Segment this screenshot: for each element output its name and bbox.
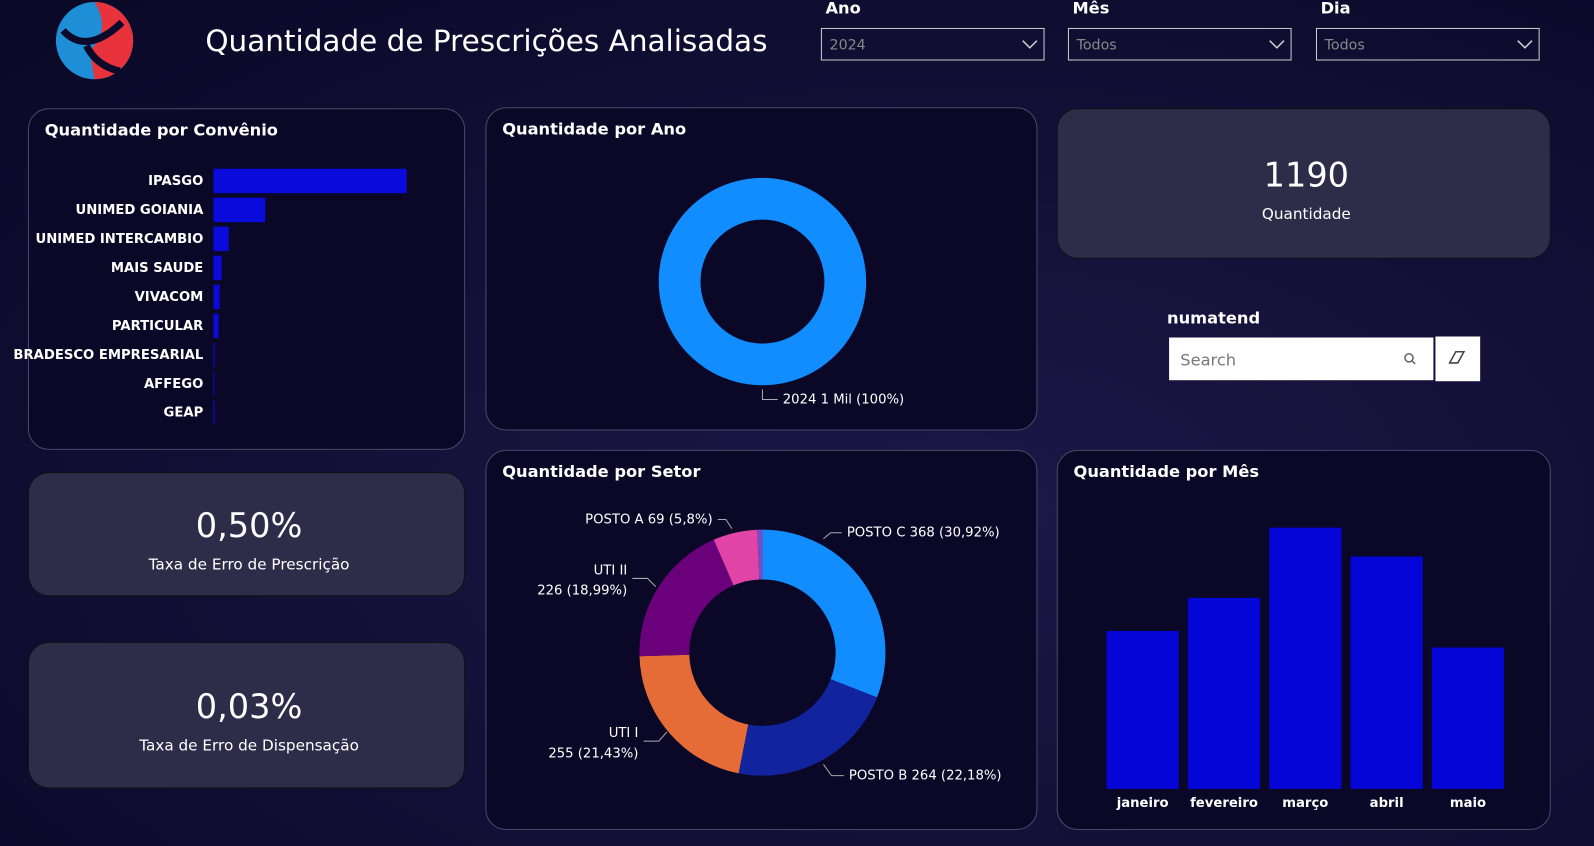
logo-stroke xyxy=(60,19,125,75)
donut-slice xyxy=(658,177,867,386)
kpi-panel xyxy=(27,641,466,789)
slice-value: 226 (18,99%) xyxy=(537,584,627,599)
donut-slice xyxy=(757,529,763,580)
category-label: MAIS SAUDE xyxy=(111,261,203,276)
leader-line xyxy=(761,389,778,401)
bar xyxy=(213,313,219,339)
category-label: PARTICULAR xyxy=(112,319,203,334)
panel xyxy=(485,449,1038,831)
search-placeholder: Search xyxy=(1180,350,1236,369)
dropdown[interactable] xyxy=(1067,27,1292,61)
bar xyxy=(213,168,407,194)
kpi-panel xyxy=(1056,108,1551,259)
slice-value: 69 (5,8%) xyxy=(648,512,713,527)
slice-category: POSTO B xyxy=(849,769,907,784)
slice-value: 368 (30,92%) xyxy=(910,526,1000,541)
slice-label: POSTO B 264 (22,18%) xyxy=(849,769,1002,784)
donut-slice xyxy=(639,654,749,774)
leader-line xyxy=(632,577,657,587)
x-tick-label: março xyxy=(1282,796,1328,811)
filter-label: Mês xyxy=(1073,0,1110,18)
bar xyxy=(213,284,220,310)
category-label: UNIMED GOIANIA xyxy=(76,203,205,218)
x-tick-label: fevereiro xyxy=(1190,796,1258,811)
slice-label: POSTO C 368 (30,92%) xyxy=(847,526,1000,541)
kpi-value: 0,03% xyxy=(196,687,303,726)
category-label: AFFEGO xyxy=(144,377,203,392)
search-icon xyxy=(1411,360,1416,365)
slice-label: UTI II xyxy=(594,563,628,578)
chart-title: Quantidade por Setor xyxy=(502,462,700,481)
donut-slice xyxy=(713,529,760,586)
slice-category: 2024 xyxy=(783,393,817,408)
panel xyxy=(485,107,1038,431)
leader-line xyxy=(643,731,668,742)
chevron xyxy=(1517,40,1533,49)
slice-value: 264 (22,18%) xyxy=(912,769,1002,784)
logo xyxy=(55,2,134,80)
x-tick-label: maio xyxy=(1450,796,1486,811)
kpi-label: Taxa de Erro de Dispensação xyxy=(138,737,359,755)
slice-label: POSTO A 69 (5,8%) xyxy=(585,512,712,527)
category-label: UNIMED INTERCAMBIO xyxy=(36,232,204,247)
leader-line xyxy=(823,764,844,777)
leader-line xyxy=(717,518,733,529)
donut-slice xyxy=(639,539,734,657)
bar xyxy=(1431,647,1505,789)
panel xyxy=(27,108,466,450)
bar xyxy=(213,371,215,396)
bar xyxy=(1187,597,1261,789)
dropdown-value: 2024 xyxy=(830,38,866,54)
bar xyxy=(1269,527,1342,789)
bar xyxy=(213,255,222,281)
category-label: IPASGO xyxy=(148,174,203,189)
chart-title: Quantidade por Convênio xyxy=(45,121,278,140)
donut-slice xyxy=(762,529,886,698)
slice-category: POSTO A xyxy=(585,512,643,527)
dropdown-value: Todos xyxy=(1324,38,1365,54)
leader-line xyxy=(823,532,842,540)
slice-category: POSTO C xyxy=(847,526,906,541)
chart-title: Quantidade por Mês xyxy=(1074,462,1259,481)
bar xyxy=(213,342,215,367)
bar xyxy=(1350,556,1423,789)
filter-label: Dia xyxy=(1321,0,1351,18)
kpi-label: Quantidade xyxy=(1262,205,1351,223)
dropdown[interactable] xyxy=(1315,27,1540,61)
donut-slice xyxy=(738,679,878,776)
title: Quantidade de Prescrições Analisadas xyxy=(205,24,767,58)
slice-label: UTI I xyxy=(609,726,639,741)
slice-label: 2024 1 Mil (100%) xyxy=(783,393,904,408)
bar xyxy=(213,197,266,223)
kpi-value: 0,50% xyxy=(196,506,303,545)
search-box[interactable] xyxy=(1169,337,1434,381)
bar xyxy=(213,400,215,425)
slice-value: 255 (21,43%) xyxy=(548,746,638,761)
bar xyxy=(1106,630,1179,789)
dropdown[interactable] xyxy=(820,27,1045,61)
kpi-label: Taxa de Erro de Prescrição xyxy=(148,556,350,574)
search-icon xyxy=(1404,353,1414,363)
kpi-value: 1190 xyxy=(1264,155,1349,194)
dropdown-value: Todos xyxy=(1076,38,1117,54)
x-tick-label: janeiro xyxy=(1116,796,1169,811)
layout: Quantidade de Prescrições Analisadas num… xyxy=(13,0,1551,831)
chevron xyxy=(1269,40,1285,49)
chevron xyxy=(1022,40,1038,49)
category-label: GEAP xyxy=(164,406,204,421)
category-label: BRADESCO EMPRESARIAL xyxy=(13,348,203,363)
kpi-panel xyxy=(27,472,466,597)
eraser-icon xyxy=(1448,350,1466,364)
slice-value: 1 Mil (100%) xyxy=(821,393,905,408)
x-tick-label: abril xyxy=(1370,796,1404,811)
search-label: numatend xyxy=(1167,309,1260,328)
category-label: VIVACOM xyxy=(135,290,204,305)
filter-label: Ano xyxy=(825,0,860,18)
chart-title: Quantidade por Ano xyxy=(502,120,686,139)
bar xyxy=(213,226,229,252)
clear-button[interactable] xyxy=(1435,336,1481,382)
